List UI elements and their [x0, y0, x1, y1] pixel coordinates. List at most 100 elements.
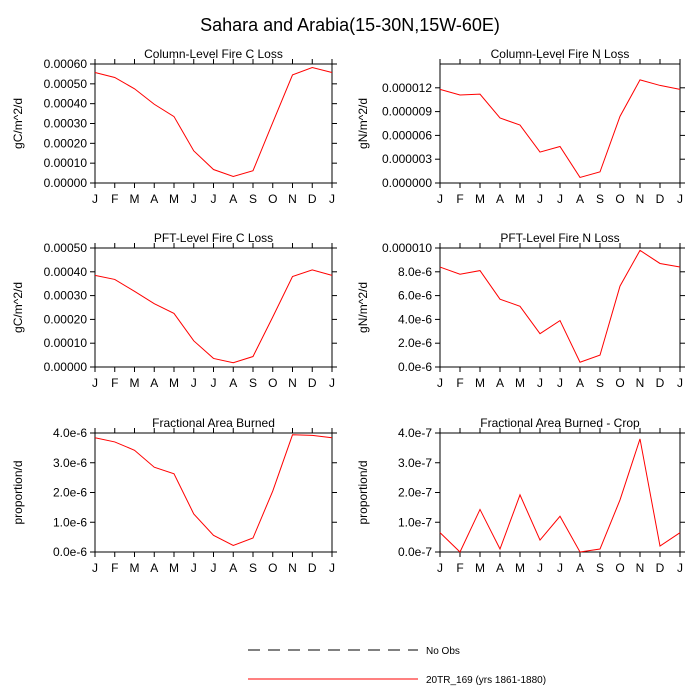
y-tick-label: 1.0e-7 — [398, 515, 432, 529]
legend: No Obs 20TR_169 (yrs 1861-1880) — [248, 646, 546, 686]
y-tick-label: 4.0e-7 — [398, 426, 432, 440]
x-tick-label: F — [456, 561, 463, 575]
x-tick-label: A — [229, 192, 237, 206]
y-tick-label: 4.0e-6 — [398, 312, 432, 326]
figure-title: Sahara and Arabia(15-30N,15W-60E) — [200, 15, 500, 35]
x-tick-label: M — [475, 192, 485, 206]
x-tick-label: F — [456, 376, 463, 390]
series-line — [94, 269, 333, 364]
x-tick-label: F — [111, 561, 118, 575]
y-tick-label: 0.00000 — [44, 176, 88, 190]
x-tick-label: J — [92, 192, 98, 206]
y-tick-label: 0.00040 — [44, 265, 88, 279]
panel-title: Fractional Area Burned - Crop — [480, 416, 640, 430]
x-tick-label: J — [92, 376, 98, 390]
x-tick-label: S — [249, 376, 257, 390]
y-tick-label: 6.0e-6 — [398, 289, 432, 303]
x-tick-label: O — [268, 376, 277, 390]
x-tick-label: O — [268, 192, 277, 206]
x-tick-label: N — [288, 192, 297, 206]
x-tick-label: O — [615, 192, 624, 206]
series-line — [439, 249, 681, 363]
y-tick-label: 0.00010 — [44, 336, 88, 350]
y-axis-label: proportion/d — [11, 460, 25, 524]
panel-title: PFT-Level Fire C Loss — [154, 231, 273, 245]
y-tick-label: 3.0e-6 — [53, 456, 87, 470]
y-tick-label: 0.0e-7 — [398, 545, 432, 559]
plot-frame — [94, 432, 333, 553]
x-tick-label: S — [596, 376, 604, 390]
x-tick-label: A — [150, 561, 158, 575]
x-tick-label: A — [150, 376, 158, 390]
x-tick-label: S — [249, 192, 257, 206]
x-tick-label: J — [537, 561, 543, 575]
y-tick-label: 2.0e-6 — [398, 336, 432, 350]
x-tick-label: J — [537, 376, 543, 390]
legend-label: No Obs — [426, 646, 460, 657]
x-tick-label: J — [211, 376, 217, 390]
x-tick-label: J — [557, 561, 563, 575]
x-tick-label: D — [656, 561, 665, 575]
x-tick-label: A — [576, 376, 584, 390]
x-tick-label: J — [537, 192, 543, 206]
y-tick-label: 0.00020 — [44, 312, 88, 326]
panel-title: Fractional Area Burned — [152, 416, 275, 430]
y-tick-label: 0.00040 — [44, 97, 88, 111]
x-tick-label: M — [130, 192, 140, 206]
y-axis-label: proportion/d — [356, 460, 370, 524]
x-tick-label: J — [191, 192, 197, 206]
x-tick-label: J — [437, 561, 443, 575]
x-tick-label: A — [229, 376, 237, 390]
y-tick-label: 0.00060 — [44, 57, 88, 71]
y-tick-label: 0.00050 — [44, 77, 88, 91]
plot-frame — [94, 247, 333, 368]
y-tick-label: 0.000003 — [382, 152, 432, 166]
y-tick-label: 0.000009 — [382, 105, 432, 119]
y-tick-label: 0.0e-6 — [53, 545, 87, 559]
y-tick-label: 0.000010 — [382, 241, 432, 255]
x-tick-label: O — [268, 561, 277, 575]
panel-title: Column-Level Fire C Loss — [144, 47, 283, 61]
y-tick-label: 0.00030 — [44, 117, 88, 131]
x-tick-label: J — [329, 376, 335, 390]
x-tick-label: M — [169, 192, 179, 206]
x-tick-label: N — [636, 376, 645, 390]
y-tick-label: 0.00050 — [44, 241, 88, 255]
x-tick-label: A — [496, 561, 504, 575]
x-tick-label: M — [475, 561, 485, 575]
y-tick-label: 0.000000 — [382, 176, 432, 190]
x-tick-label: D — [308, 376, 317, 390]
x-tick-label: J — [329, 561, 335, 575]
x-tick-label: D — [308, 561, 317, 575]
panel-title: Column-Level Fire N Loss — [491, 47, 630, 61]
plot-frame — [439, 63, 681, 184]
x-tick-label: J — [92, 561, 98, 575]
x-tick-label: N — [636, 192, 645, 206]
x-tick-label: M — [130, 561, 140, 575]
y-tick-label: 2.0e-7 — [398, 486, 432, 500]
y-tick-label: 0.000012 — [382, 81, 432, 95]
y-tick-label: 1.0e-6 — [53, 515, 87, 529]
y-axis-label: gN/m^2/d — [356, 282, 370, 333]
plot-frame — [94, 63, 333, 184]
x-tick-label: J — [557, 192, 563, 206]
y-tick-label: 4.0e-6 — [53, 426, 87, 440]
panel-title: PFT-Level Fire N Loss — [500, 231, 619, 245]
x-tick-label: J — [329, 192, 335, 206]
x-tick-label: M — [169, 561, 179, 575]
x-tick-label: J — [677, 192, 683, 206]
x-tick-label: J — [677, 376, 683, 390]
y-tick-label: 0.00010 — [44, 156, 88, 170]
y-tick-label: 2.0e-6 — [53, 486, 87, 500]
x-tick-label: M — [130, 376, 140, 390]
x-tick-label: A — [496, 192, 504, 206]
x-tick-label: J — [437, 192, 443, 206]
x-tick-label: D — [308, 192, 317, 206]
